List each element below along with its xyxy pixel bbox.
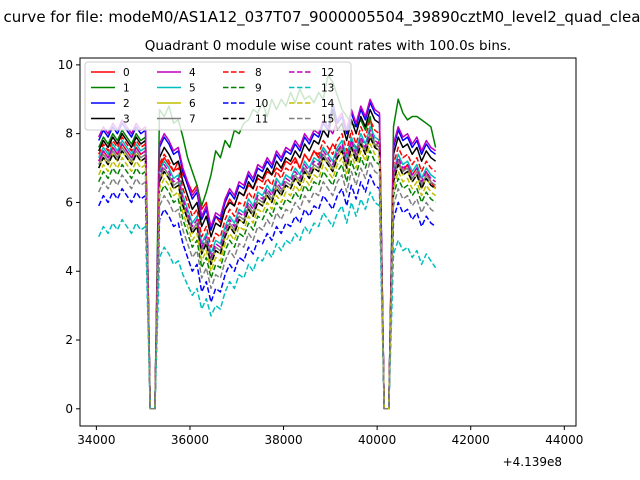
legend-label-0: 0 xyxy=(123,67,130,79)
legend-label-7: 7 xyxy=(189,114,196,126)
figure-suptitle: Light curve for file: modeM0/AS1A12_037T… xyxy=(0,8,640,27)
legend-label-1: 1 xyxy=(123,83,130,95)
x-axis-offset-label: +4.139e8 xyxy=(503,455,562,469)
legend-label-6: 6 xyxy=(189,98,196,110)
x-tick-label: 44000 xyxy=(545,433,583,447)
x-tick-label: 42000 xyxy=(452,433,490,447)
x-tick-label: 34000 xyxy=(77,433,115,447)
legend-label-4: 4 xyxy=(189,67,196,79)
legend-label-11: 11 xyxy=(255,114,268,126)
legend-label-10: 10 xyxy=(255,98,268,110)
legend-label-12: 12 xyxy=(321,67,334,79)
chart-title: Quadrant 0 module wise count rates with … xyxy=(145,38,511,54)
legend-label-8: 8 xyxy=(255,67,262,79)
y-tick-label: 0 xyxy=(65,402,73,416)
y-tick-label: 6 xyxy=(65,195,73,209)
legend-label-13: 13 xyxy=(321,83,334,95)
y-tick-label: 2 xyxy=(65,333,73,347)
series-line-14 xyxy=(98,143,437,410)
axes-frame xyxy=(79,57,577,427)
legend-label-15: 15 xyxy=(321,114,334,126)
legend-label-3: 3 xyxy=(123,114,130,126)
legend-label-2: 2 xyxy=(123,98,130,110)
legend-label-14: 14 xyxy=(321,98,335,110)
x-tick-label: 36000 xyxy=(171,433,209,447)
legend-label-5: 5 xyxy=(189,83,196,95)
series-line-13 xyxy=(98,191,437,410)
legend-box xyxy=(84,61,352,131)
legend-label-9: 9 xyxy=(255,83,262,95)
y-tick-label: 8 xyxy=(65,127,73,141)
x-tick-label: 38000 xyxy=(264,433,302,447)
x-tick-label: 40000 xyxy=(358,433,396,447)
y-tick-label: 10 xyxy=(58,58,73,72)
y-tick-label: 4 xyxy=(65,264,73,278)
series-line-15 xyxy=(98,160,437,410)
